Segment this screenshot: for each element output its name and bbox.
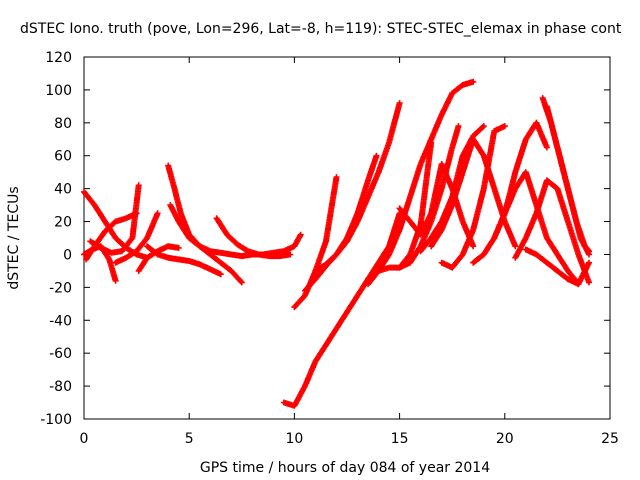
series-14 xyxy=(312,100,403,274)
data-point xyxy=(373,152,380,159)
data-point xyxy=(238,279,245,286)
data-point xyxy=(154,210,161,217)
data-point xyxy=(480,123,487,130)
series-26 xyxy=(543,103,592,258)
data-point xyxy=(237,278,244,285)
data-point xyxy=(479,124,486,131)
series-3 xyxy=(87,182,142,256)
series-18 xyxy=(396,161,477,250)
series-27 xyxy=(522,246,592,288)
series-6 xyxy=(165,162,256,260)
data-point xyxy=(512,243,519,250)
y-tick-label: 80 xyxy=(54,116,72,132)
tick-labels: 0 5 10 15 20 25 -100 -80 -60 -40 -20 0 20 40 60 80 100 12… xyxy=(40,50,619,447)
data-point xyxy=(455,123,462,130)
data-point xyxy=(297,231,304,238)
series-16 xyxy=(365,139,435,283)
y-tick-label: 100 xyxy=(45,83,72,99)
axes-group xyxy=(83,56,611,420)
data-point xyxy=(501,123,508,130)
series-7 xyxy=(167,202,245,286)
data-point xyxy=(333,174,340,181)
series-8 xyxy=(144,243,224,278)
y-axis-label: dSTEC / TECUs xyxy=(6,186,22,289)
y-tick-label: -100 xyxy=(40,412,72,428)
x-tick-label: 20 xyxy=(496,431,514,447)
data-point xyxy=(543,144,550,151)
data-point xyxy=(217,271,224,278)
series-12 xyxy=(280,210,403,409)
y-tick-label: 120 xyxy=(45,50,72,66)
series-11 xyxy=(291,174,340,311)
y-tick-label: 40 xyxy=(54,182,72,198)
y-tick-label: 0 xyxy=(63,247,72,263)
series-5 xyxy=(135,243,182,274)
series-2 xyxy=(83,210,140,263)
data-point xyxy=(175,244,182,251)
chart-title: dSTEC Iono. truth (pove, Lon=296, Lat=-8… xyxy=(20,21,622,37)
y-tick-label: 20 xyxy=(54,215,72,231)
data-point xyxy=(135,182,142,189)
data-point xyxy=(428,139,435,146)
series-20 xyxy=(428,136,519,250)
data-point xyxy=(586,279,592,286)
series-10 xyxy=(249,231,304,258)
data-point xyxy=(112,277,119,284)
series-21 xyxy=(438,123,508,271)
x-tick-label: 10 xyxy=(285,431,303,447)
y-tick-label: -20 xyxy=(49,280,72,296)
data-point xyxy=(287,251,294,258)
data-point xyxy=(470,78,477,85)
x-tick-label: 0 xyxy=(80,431,89,447)
series-24 xyxy=(512,177,592,286)
x-tick-label: 25 xyxy=(601,431,619,447)
data-marks xyxy=(81,78,592,409)
x-axis-label: GPS time / hours of day 084 of year 2014 xyxy=(200,460,490,476)
data-point xyxy=(396,100,403,107)
x-tick-label: 15 xyxy=(391,431,409,447)
y-tick-label: 60 xyxy=(54,149,72,165)
y-tick-label: -60 xyxy=(49,346,72,362)
series-4 xyxy=(112,210,161,266)
plot-frame xyxy=(83,56,611,420)
y-tick-label: -80 xyxy=(49,379,72,395)
data-point xyxy=(586,259,592,266)
y-tick-label: -40 xyxy=(49,313,72,329)
data-point xyxy=(470,243,477,250)
data-point xyxy=(586,251,592,258)
x-tick-label: 5 xyxy=(185,431,194,447)
